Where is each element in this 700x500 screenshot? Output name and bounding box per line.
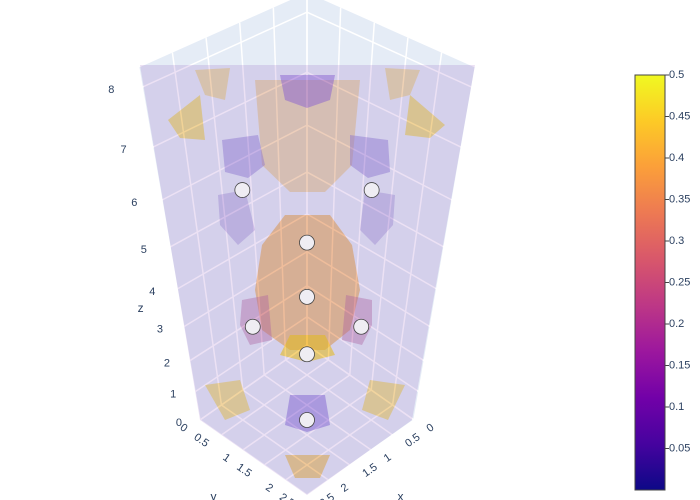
upper-blob — [255, 80, 360, 192]
colorbar-tick-label: 0.4 — [669, 152, 684, 164]
z-tick-label: 2 — [164, 358, 170, 370]
colorbar-tick-label: 0.35 — [669, 193, 690, 205]
z-tick-label: 3 — [157, 324, 163, 336]
point — [244, 318, 261, 335]
corner-left-bottom — [205, 380, 250, 420]
corner-front — [285, 455, 330, 478]
blob-right-mid — [360, 190, 395, 245]
z-tick-label: 8 — [108, 84, 114, 96]
z-tick-label: 1 — [170, 389, 176, 401]
colorbar-tick-label: 0.15 — [669, 359, 690, 371]
colorbar-tick-label: 0.05 — [669, 442, 690, 454]
colorbar-tick-label: 0.45 — [669, 110, 690, 122]
colorbar-tick-label: 0.25 — [669, 276, 690, 288]
y-axis-title: y — [211, 490, 217, 500]
point — [299, 412, 315, 428]
y-grid-line — [413, 67, 476, 421]
blob-left-top — [222, 135, 265, 178]
z-tick-label: 4 — [149, 286, 155, 298]
y-tick-label: 2 — [263, 481, 275, 494]
x-tick-label: 0 — [425, 421, 437, 434]
x-axis-title: x — [398, 490, 404, 500]
z-tick-label: 0 — [176, 417, 182, 429]
colorbar-tick-label: 0.3 — [669, 235, 684, 247]
z-tick-label: 6 — [131, 197, 137, 209]
corner-right-top — [405, 95, 445, 138]
x-tick-label: 2 — [339, 481, 351, 494]
z-tick-label: 5 — [141, 244, 147, 256]
point — [299, 288, 315, 305]
point — [299, 346, 315, 363]
x-tick-label: 1 — [382, 451, 394, 464]
central-blob — [255, 215, 360, 350]
point — [234, 182, 251, 198]
blob-left-mid — [218, 190, 255, 245]
point — [299, 234, 315, 251]
y-tick-label: 1 — [220, 451, 232, 464]
corner-left-top — [168, 95, 205, 140]
colorbar-tick-label: 0.1 — [669, 401, 684, 413]
points — [234, 182, 380, 428]
colorbar: 0.05 0.1 0.15 0.2 0.25 0.3 0.35 0.4 0.45 0.5 — [634, 69, 690, 491]
x-tick-label: 0.5 — [403, 431, 422, 450]
colorbar-scale — [634, 74, 666, 491]
corner-top-left — [195, 68, 230, 100]
z-axis-title: z — [138, 301, 144, 315]
y-tick-label: 2.5 — [277, 491, 296, 500]
colorbar-tick-label: 0.5 — [669, 69, 684, 81]
y-tick-label: 0 — [178, 421, 190, 434]
y-grid-line — [306, 419, 415, 496]
blob-right-top — [350, 135, 390, 178]
x-tick-label: 2.5 — [318, 491, 337, 500]
x-grid-line — [138, 67, 201, 421]
isosurface — [140, 65, 475, 495]
point — [363, 182, 380, 198]
z-tick-label: 7 — [120, 144, 126, 156]
corner-top-right — [385, 68, 420, 100]
corner-right-bottom — [362, 380, 405, 420]
point — [353, 318, 370, 335]
x-tick-label: 1.5 — [360, 461, 379, 480]
y-tick-label: 0.5 — [191, 431, 210, 450]
y-tick-label: 1.5 — [234, 461, 253, 480]
colorbar-tick-label: 0.2 — [669, 318, 684, 330]
blob-top-center — [280, 75, 335, 108]
